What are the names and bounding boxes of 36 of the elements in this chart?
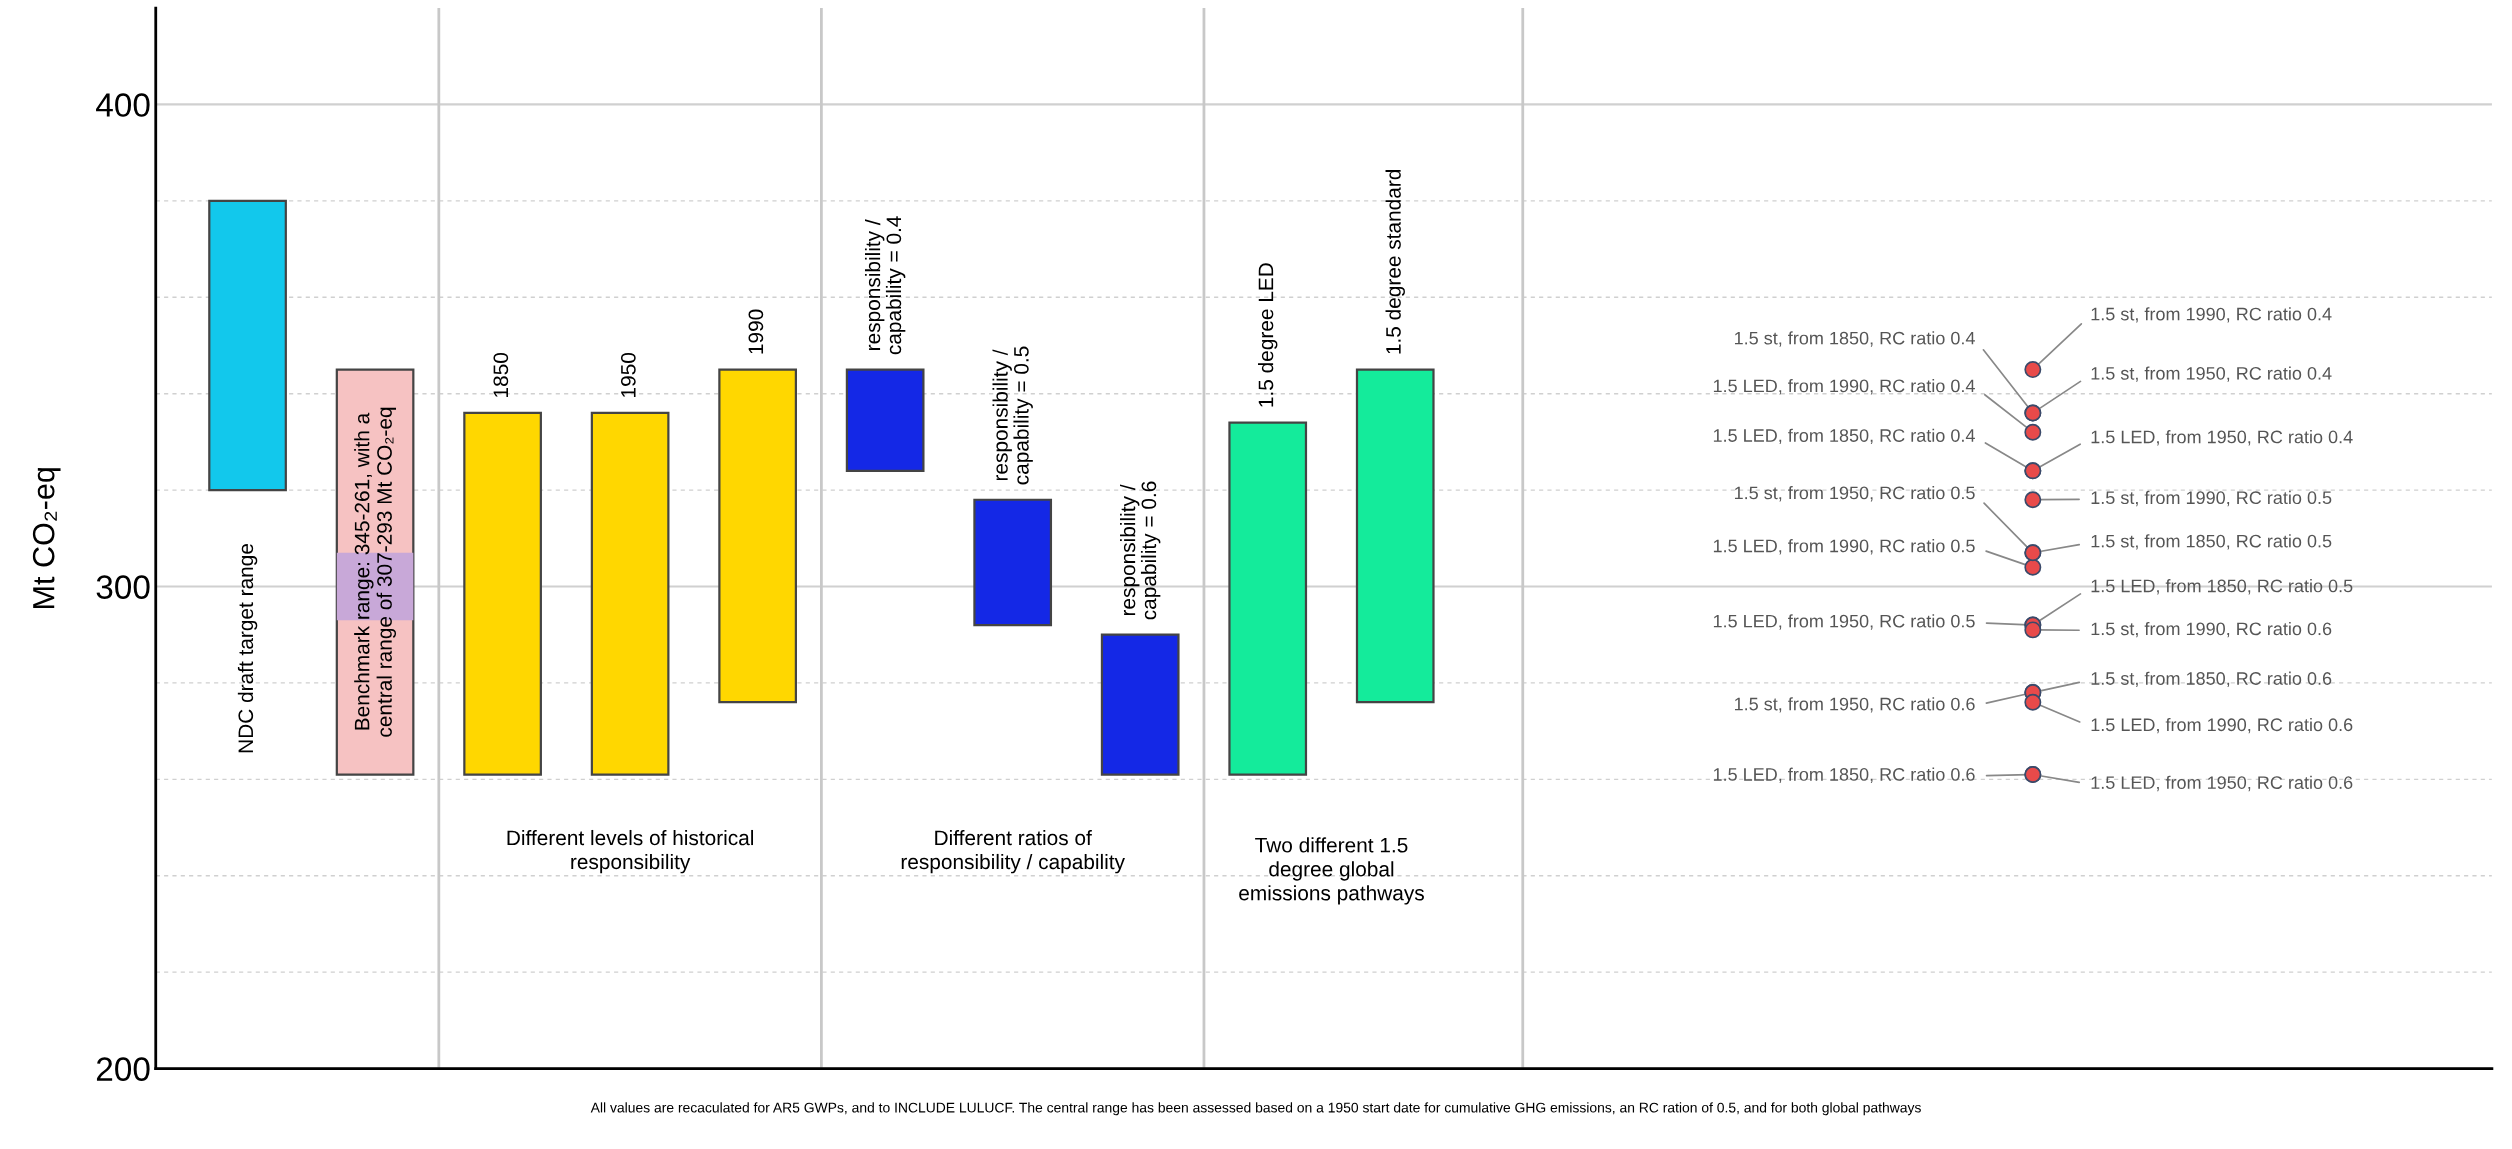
text: 1.5 st, from 1850, RC ratio 0.4 [1734, 331, 1975, 347]
text: 1.5 LED, from 1990, RC ratio 0.6 [2091, 717, 2353, 734]
text: 1.5 st, from 1990, RC ratio 0.5 [2091, 490, 2332, 507]
text: All values are recaculated for AR5 GWPs, and to INCLUDE LULUCF. The central range has been assessed based on a 1950 start date for cumulative GHG emissions, an RC ration of 0.5, and for both global pathways [590, 1102, 1921, 1116]
text: 1.5 LED, from 1990, RC ratio 0.5 [1713, 539, 1975, 555]
text: 1.5 st, from 1950, RC ratio 0.6 [1734, 697, 1975, 713]
text: 1.5 st, from 1950, RC ratio 0.4 [2091, 366, 2332, 382]
text: 1.5 LED, from 1850, RC ratio 0.5 [2091, 579, 2353, 595]
y-tick-label: 400 [96, 93, 150, 117]
x-tick-label: 1.5 degree standard [1385, 169, 1405, 354]
text: 1.5 LED, from 1950, RC ratio 0.5 [1713, 614, 1975, 630]
x-tick-label: NDC draft target range [237, 544, 258, 753]
x-tick-label: Benchmark range: 345-261, with a central range of 307-293 Mt CO₂-eq [354, 407, 397, 737]
x-tick-label: responsibility / capability = 0.6 [1120, 481, 1161, 620]
text: 1.5 st, from 1990, RC ratio 0.6 [2091, 621, 2332, 638]
text: 1.5 LED, from 1950, RC ratio 0.4 [2091, 430, 2353, 446]
x-tick-label: 1950 [620, 352, 636, 397]
x-tick-label: responsibility / capability = 0.4 [864, 216, 906, 355]
y-tick-label: 200 [96, 1057, 150, 1081]
x-tick-label: 1.5 degree LED [1258, 263, 1278, 407]
text: 1.5 LED, from 1850, RC ratio 0.4 [1713, 428, 1975, 445]
text: 1.5 st, from 1850, RC ratio 0.5 [2091, 534, 2332, 550]
x-tick-label: responsibility / capability = 0.5 [992, 346, 1033, 485]
text: 1.5 LED, from 1850, RC ratio 0.6 [1713, 767, 1975, 783]
text: 1.5 LED, from 1950, RC ratio 0.6 [2091, 775, 2353, 792]
y-tick-label: 300 [96, 575, 150, 599]
annotation: Two different 1.5 degree global emissions pathways [1239, 837, 1424, 905]
text: 1.5 st, from 1990, RC ratio 0.4 [2091, 307, 2332, 323]
x-tick-label: 1990 [748, 309, 764, 354]
annotation: Different levels of historical responsibility [507, 829, 754, 874]
text: 1.5 st, from 1950, RC ratio 0.5 [1734, 486, 1975, 502]
text: 1.5 st, from 1850, RC ratio 0.6 [2091, 671, 2332, 688]
annotation: Different ratios of responsibility / capability [901, 829, 1125, 874]
y-axis-title: Mt CO₂-eq [32, 468, 61, 608]
x-tick-label: 1850 [493, 352, 509, 397]
text: 1.5 LED, from 1990, RC ratio 0.4 [1713, 379, 1975, 395]
